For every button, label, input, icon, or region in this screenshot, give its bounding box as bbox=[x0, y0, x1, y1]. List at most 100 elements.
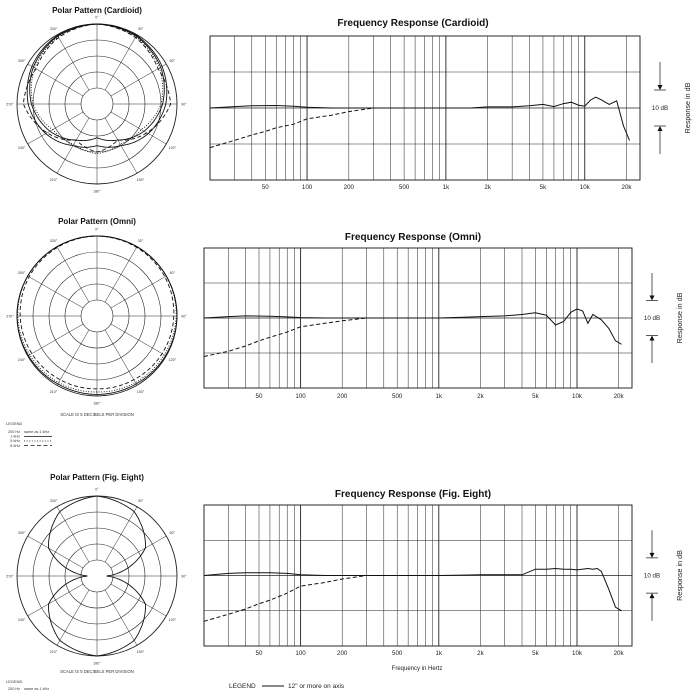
polar-cardioid-title: Polar Pattern (Cardioid) bbox=[52, 6, 142, 15]
polar-angle-label: 300° bbox=[18, 531, 26, 535]
freq-x-tick: 10k bbox=[580, 184, 591, 191]
polar-angle-label: 30° bbox=[138, 27, 144, 31]
polar-angle-label: 0° bbox=[95, 488, 99, 492]
polar-spoke bbox=[56, 506, 90, 563]
freq-fig8-title: Frequency Response (Fig. Eight) bbox=[335, 489, 491, 500]
freq-cardioid: Frequency Response (Cardioid) 50 100 200 50… bbox=[209, 18, 692, 191]
polar-angle-label: 60° bbox=[170, 59, 176, 63]
polar-figure-eight: Polar Pattern (Fig. Eight) SCALE IS 5 DE… bbox=[6, 473, 187, 691]
polar-legend-label: 200 Hz bbox=[8, 687, 20, 691]
freq-x-tick: 100 bbox=[295, 650, 306, 657]
freq-fig8-legend-title: LEGEND bbox=[229, 683, 256, 690]
freq-x-tick: 5k bbox=[540, 184, 547, 191]
polar-spoke bbox=[27, 111, 84, 145]
polar-angle-label: 270° bbox=[6, 103, 14, 107]
freq-x-tick: 1k bbox=[436, 393, 443, 400]
polar-spoke bbox=[56, 329, 90, 386]
polar-series-8-khz bbox=[22, 23, 172, 153]
polar-fig8-scale-note: SCALE IS 5 DECIBELS PER DIVISION bbox=[60, 669, 134, 674]
polar-angle-label: 120° bbox=[169, 358, 177, 362]
polar-cardioid: Polar Pattern (Cardioid) 0° 30° 60° 90° 120°… bbox=[6, 6, 187, 194]
polar-angle-label: 240° bbox=[18, 618, 26, 622]
scale-arrow-up bbox=[649, 335, 655, 341]
polar-spoke bbox=[110, 275, 167, 309]
polar-grid bbox=[16, 23, 178, 185]
polar-angle-label: 210° bbox=[50, 178, 58, 182]
polar-fig8-title: Polar Pattern (Fig. Eight) bbox=[50, 473, 144, 482]
scale-arrow-down bbox=[649, 295, 655, 301]
polar-ring bbox=[80, 87, 114, 121]
polar-spoke bbox=[104, 246, 138, 303]
polar-spoke bbox=[104, 506, 138, 563]
polar-angle-label: 240° bbox=[18, 358, 26, 362]
polar-angle-label: 180° bbox=[93, 190, 101, 194]
polar-angle-label: 150° bbox=[137, 390, 145, 394]
polar-angle-label: 300° bbox=[18, 59, 26, 63]
polar-angle-label: 60° bbox=[170, 531, 176, 535]
freq-series-solid bbox=[209, 96, 630, 141]
polar-angle-label: 30° bbox=[138, 499, 144, 503]
scale-label: 10 dB bbox=[652, 105, 668, 112]
polar-spoke bbox=[110, 323, 167, 357]
polar-angle-label: 150° bbox=[137, 178, 145, 182]
scale-label: 10 dB bbox=[644, 573, 660, 580]
freq-x-tick: 200 bbox=[337, 393, 348, 400]
polar-legend-label: 5 kHz bbox=[10, 439, 20, 443]
polar-angle-label: 330° bbox=[50, 27, 58, 31]
polar-angle-label: 240° bbox=[18, 146, 26, 150]
polar-spoke bbox=[104, 589, 138, 646]
freq-x-tick: 200 bbox=[344, 184, 355, 191]
polar-angle-label: 150° bbox=[137, 650, 145, 654]
polar-angle-label: 300° bbox=[18, 271, 26, 275]
polar-omni-legend-title: LEGEND bbox=[6, 421, 23, 426]
freq-omni: Frequency Response (Omni) 50 100 200 500 1k 2… bbox=[203, 232, 684, 400]
polar-spoke bbox=[104, 34, 138, 91]
freq-x-tick: 1k bbox=[436, 650, 443, 657]
polar-spoke bbox=[27, 275, 84, 309]
scale-arrow-down bbox=[657, 85, 663, 90]
polar-angle-label: 330° bbox=[50, 239, 58, 243]
polar-ring bbox=[80, 299, 114, 333]
freq-series-dashed bbox=[203, 575, 367, 622]
polar-angle-label: 330° bbox=[50, 499, 58, 503]
polar-angle-label: 270° bbox=[6, 315, 14, 319]
polar-spoke bbox=[27, 535, 84, 569]
freq-x-tick: 2k bbox=[484, 184, 491, 191]
freq-x-tick: 50 bbox=[256, 650, 263, 657]
freq-fig8-legend-entry: 12" or more on axis bbox=[288, 683, 345, 690]
freq-x-tick: 200 bbox=[337, 650, 348, 657]
freq-x-tick: 500 bbox=[392, 393, 403, 400]
polar-spoke bbox=[27, 323, 84, 357]
polar-spoke bbox=[56, 34, 90, 91]
polar-spoke bbox=[110, 111, 167, 145]
polar-angle-label: 0° bbox=[95, 228, 99, 232]
polar-angle-label: 0° bbox=[95, 16, 99, 20]
freq-ylabel: Response in dB bbox=[683, 82, 692, 133]
freq-x-tick: 500 bbox=[392, 650, 403, 657]
polar-grid bbox=[16, 495, 178, 657]
polar-angle-label: 210° bbox=[50, 390, 58, 394]
freq-x-tick: 20k bbox=[614, 393, 625, 400]
polar-series-1-khz bbox=[29, 23, 165, 142]
scale-arrow-down bbox=[649, 552, 655, 558]
freq-x-tick: 50 bbox=[256, 393, 263, 400]
freq-x-tick: 5k bbox=[532, 650, 539, 657]
freq-figure-eight: Frequency Response (Fig. Eight) Frequenc… bbox=[203, 489, 684, 690]
polar-series-1-khz bbox=[48, 495, 146, 657]
freq-fig8-xlabel: Frequency in Hertz bbox=[392, 666, 443, 672]
polar-angle-label: 60° bbox=[170, 271, 176, 275]
freq-x-tick: 20k bbox=[614, 650, 625, 657]
freq-ylabel: Response in dB bbox=[675, 550, 684, 601]
polar-angle-label: 270° bbox=[6, 575, 14, 579]
polar-fig8-legend-title: LEGEND bbox=[6, 679, 23, 684]
polar-angle-label: 180° bbox=[93, 662, 101, 666]
polar-spoke bbox=[104, 329, 138, 386]
polar-legend-note: same as 1 kHz bbox=[24, 687, 49, 691]
polar-omni: Polar Pattern (Omni) SCALE IS 5 DECIBELS… bbox=[6, 217, 187, 448]
polar-legend-note: same as 1 kHz bbox=[24, 430, 49, 434]
polar-legend-label: 8 kHz bbox=[10, 444, 20, 448]
freq-series-solid bbox=[203, 308, 622, 345]
polar-angle-label: 30° bbox=[138, 239, 144, 243]
polar-angle-label: 90° bbox=[181, 575, 187, 579]
